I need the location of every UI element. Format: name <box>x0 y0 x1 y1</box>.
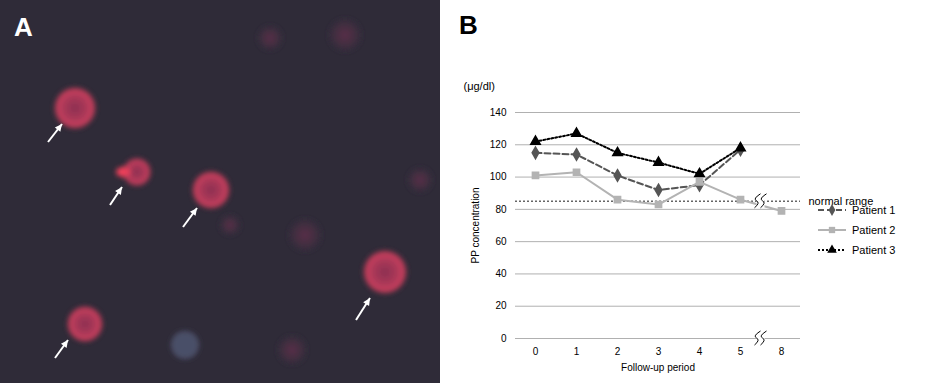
svg-text:20: 20 <box>495 300 507 311</box>
svg-text:Follow-up period: Follow-up period <box>621 362 695 373</box>
svg-text:140: 140 <box>490 107 507 118</box>
svg-text:normal range: normal range <box>809 195 874 207</box>
svg-text:80: 80 <box>495 204 507 215</box>
svg-text:8: 8 <box>779 346 785 357</box>
html-text:Patient 3: Patient 3 <box>852 244 896 256</box>
svg-text:0: 0 <box>533 346 539 357</box>
svg-text:60: 60 <box>495 236 507 247</box>
html-text:Patient 1: Patient 1 <box>852 204 896 216</box>
svg-text:PP concentration: PP concentration <box>470 188 481 264</box>
svg-text:4: 4 <box>697 346 703 357</box>
svg-text:40: 40 <box>495 268 507 279</box>
html-text:Patient 2: Patient 2 <box>852 224 896 236</box>
svg-text:2: 2 <box>615 346 621 357</box>
svg-text:(μg/dl): (μg/dl) <box>464 80 495 92</box>
svg-text:3: 3 <box>656 346 662 357</box>
svg-text:5: 5 <box>738 346 744 357</box>
svg-text:0: 0 <box>501 333 507 344</box>
svg-text:120: 120 <box>490 139 507 150</box>
svg-text:A: A <box>14 12 33 42</box>
html-text:B: B <box>459 10 478 40</box>
svg-text:1: 1 <box>574 346 580 357</box>
svg-text:100: 100 <box>490 171 507 182</box>
